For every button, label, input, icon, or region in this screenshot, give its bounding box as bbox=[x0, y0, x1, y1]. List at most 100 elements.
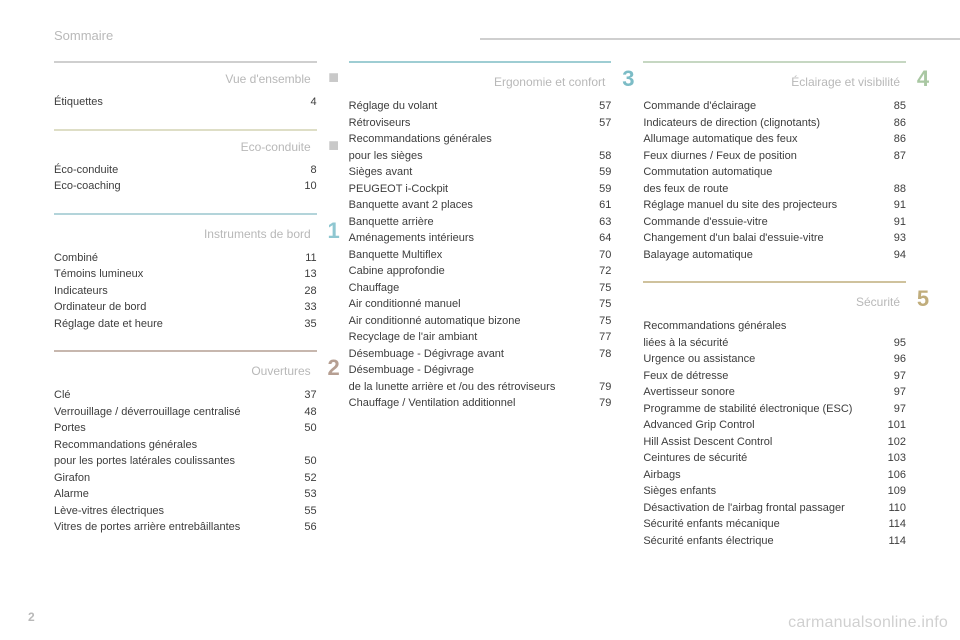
toc-entry[interactable]: Chauffage75 bbox=[349, 280, 612, 297]
section-entries: Combiné11Témoins lumineux13Indicateurs28… bbox=[54, 250, 317, 333]
toc-entry[interactable]: pour les portes latérales coulissantes50 bbox=[54, 453, 317, 470]
section-rule bbox=[54, 129, 317, 131]
toc-entry[interactable]: Recommandations générales bbox=[643, 318, 906, 335]
toc-entry[interactable]: Alarme53 bbox=[54, 486, 317, 503]
toc-entry[interactable]: Banquette arrière63 bbox=[349, 214, 612, 231]
toc-entry[interactable]: Recommandations générales bbox=[349, 131, 612, 148]
section-rule bbox=[54, 350, 317, 352]
toc-entry[interactable]: Recommandations générales bbox=[54, 437, 317, 454]
toc-entry[interactable]: Air conditionné automatique bizone75 bbox=[349, 313, 612, 330]
toc-entry[interactable]: Vitres de portes arrière entrebâillantes… bbox=[54, 519, 317, 536]
toc-entry[interactable]: Indicateurs28 bbox=[54, 283, 317, 300]
toc-entry-label: pour les sièges bbox=[349, 148, 580, 165]
toc-entry[interactable]: Feux diurnes / Feux de position87 bbox=[643, 148, 906, 165]
toc-entry[interactable]: Sécurité enfants électrique114 bbox=[643, 533, 906, 550]
toc-entry-label: Étiquettes bbox=[54, 94, 285, 111]
section-title: Sécurité bbox=[856, 295, 900, 309]
toc-entry[interactable]: Air conditionné manuel75 bbox=[349, 296, 612, 313]
toc-entry-label: des feux de route bbox=[643, 181, 874, 198]
toc-entry[interactable]: Commutation automatique bbox=[643, 164, 906, 181]
toc-entry-page: 86 bbox=[882, 115, 906, 132]
toc-entry[interactable]: Changement d'un balai d'essuie-vitre93 bbox=[643, 230, 906, 247]
section-rule bbox=[643, 281, 906, 283]
toc-entry-label: liées à la sécurité bbox=[643, 335, 874, 352]
toc-entry[interactable]: Commande d'essuie-vitre91 bbox=[643, 214, 906, 231]
toc-entry-page: 56 bbox=[293, 519, 317, 536]
toc-entry[interactable]: Avertisseur sonore97 bbox=[643, 384, 906, 401]
section-header: Eco-conduite■ bbox=[54, 129, 317, 154]
toc-entry[interactable]: Balayage automatique94 bbox=[643, 247, 906, 264]
toc-entry-label: Désembuage - Dégivrage avant bbox=[349, 346, 580, 363]
toc-entry[interactable]: Ordinateur de bord33 bbox=[54, 299, 317, 316]
toc-section: Ergonomie et confort3Réglage du volant57… bbox=[349, 61, 612, 412]
toc-entry[interactable]: Urgence ou assistance96 bbox=[643, 351, 906, 368]
toc-entry-page: 10 bbox=[293, 178, 317, 195]
toc-entry-page: 59 bbox=[587, 181, 611, 198]
toc-entry[interactable]: PEUGEOT i-Cockpit 59 bbox=[349, 181, 612, 198]
columns: Vue d'ensemble■Étiquettes4 Eco-conduite■ É… bbox=[54, 61, 906, 567]
toc-entry-label: Balayage automatique bbox=[643, 247, 874, 264]
toc-entry[interactable]: des feux de route88 bbox=[643, 181, 906, 198]
doc-title: Sommaire bbox=[54, 28, 906, 43]
toc-section: Vue d'ensemble■Étiquettes4 bbox=[54, 61, 317, 111]
toc-entry[interactable]: Cabine approfondie 72 bbox=[349, 263, 612, 280]
toc-entry[interactable]: Allumage automatique des feux86 bbox=[643, 131, 906, 148]
toc-entry[interactable]: Combiné11 bbox=[54, 250, 317, 267]
toc-entry[interactable]: Réglage manuel du site des projecteurs91 bbox=[643, 197, 906, 214]
toc-entry[interactable]: Hill Assist Descent Control102 bbox=[643, 434, 906, 451]
toc-entry[interactable]: Désembuage - Dégivrage bbox=[349, 362, 612, 379]
toc-entry-page: 106 bbox=[882, 467, 906, 484]
toc-entry[interactable]: Recyclage de l'air ambiant77 bbox=[349, 329, 612, 346]
toc-entry-page: 33 bbox=[293, 299, 317, 316]
toc-entry-page: 50 bbox=[293, 453, 317, 470]
toc-entry[interactable]: Clé37 bbox=[54, 387, 317, 404]
toc-entry[interactable]: Rétroviseurs57 bbox=[349, 115, 612, 132]
toc-entry[interactable]: Verrouillage / déverrouillage centralisé… bbox=[54, 404, 317, 421]
toc-entry[interactable]: Advanced Grip Control101 bbox=[643, 417, 906, 434]
toc-entry[interactable]: Programme de stabilité électronique (ESC… bbox=[643, 401, 906, 418]
toc-entry[interactable]: de la lunette arrière et /ou des rétrovi… bbox=[349, 379, 612, 396]
toc-section: Eco-conduite■ Éco-conduite8Eco-coaching 10 bbox=[54, 129, 317, 195]
toc-entry[interactable]: Désactivation de l'airbag frontal passag… bbox=[643, 500, 906, 517]
toc-entry[interactable]: Portes50 bbox=[54, 420, 317, 437]
toc-entry[interactable]: Girafon52 bbox=[54, 470, 317, 487]
toc-entry-label: Urgence ou assistance bbox=[643, 351, 874, 368]
toc-entry-label: Recommandations générales bbox=[349, 131, 580, 148]
toc-entry-page: 79 bbox=[587, 395, 611, 412]
toc-entry[interactable]: Désembuage - Dégivrage avant78 bbox=[349, 346, 612, 363]
section-title: Ouvertures bbox=[251, 364, 310, 378]
toc-entry-label: Airbags bbox=[643, 467, 874, 484]
toc-entry[interactable]: Éco-conduite8 bbox=[54, 162, 317, 179]
section-entries: Étiquettes4 bbox=[54, 94, 317, 111]
toc-entry[interactable]: Sièges enfants109 bbox=[643, 483, 906, 500]
toc-entry[interactable]: Banquette Multiflex70 bbox=[349, 247, 612, 264]
toc-entry-label: PEUGEOT i-Cockpit bbox=[349, 181, 580, 198]
toc-entry[interactable]: Réglage du volant57 bbox=[349, 98, 612, 115]
toc-entry-label: Air conditionné automatique bizone bbox=[349, 313, 580, 330]
toc-entry[interactable]: Aménagements intérieurs64 bbox=[349, 230, 612, 247]
toc-entry-page: 37 bbox=[293, 387, 317, 404]
toc-entry[interactable]: Airbags 106 bbox=[643, 467, 906, 484]
toc-entry[interactable]: Sécurité enfants mécanique114 bbox=[643, 516, 906, 533]
toc-entry-page: 102 bbox=[882, 434, 906, 451]
toc-entry[interactable]: Banquette avant 2 places61 bbox=[349, 197, 612, 214]
toc-entry[interactable]: liées à la sécurité95 bbox=[643, 335, 906, 352]
toc-entry-label: Témoins lumineux bbox=[54, 266, 285, 283]
toc-entry[interactable]: Indicateurs de direction (clignotants)86 bbox=[643, 115, 906, 132]
toc-entry-page: 48 bbox=[293, 404, 317, 421]
toc-entry[interactable]: pour les sièges58 bbox=[349, 148, 612, 165]
toc-entry[interactable]: Ceintures de sécurité103 bbox=[643, 450, 906, 467]
toc-entry[interactable]: Sièges avant59 bbox=[349, 164, 612, 181]
toc-entry-label: Cabine approfondie bbox=[349, 263, 580, 280]
toc-entry-label: Eco-coaching bbox=[54, 178, 285, 195]
toc-entry[interactable]: Chauffage / Ventilation additionnel79 bbox=[349, 395, 612, 412]
toc-entry-label: Commutation automatique bbox=[643, 164, 874, 181]
toc-entry[interactable]: Feux de détresse97 bbox=[643, 368, 906, 385]
toc-entry[interactable]: Eco-coaching 10 bbox=[54, 178, 317, 195]
toc-entry[interactable]: Lève-vitres électriques55 bbox=[54, 503, 317, 520]
toc-entry[interactable]: Étiquettes4 bbox=[54, 94, 317, 111]
toc-entry[interactable]: Réglage date et heure35 bbox=[54, 316, 317, 333]
toc-entry-page: 72 bbox=[587, 263, 611, 280]
toc-entry[interactable]: Témoins lumineux13 bbox=[54, 266, 317, 283]
toc-entry[interactable]: Commande d'éclairage85 bbox=[643, 98, 906, 115]
